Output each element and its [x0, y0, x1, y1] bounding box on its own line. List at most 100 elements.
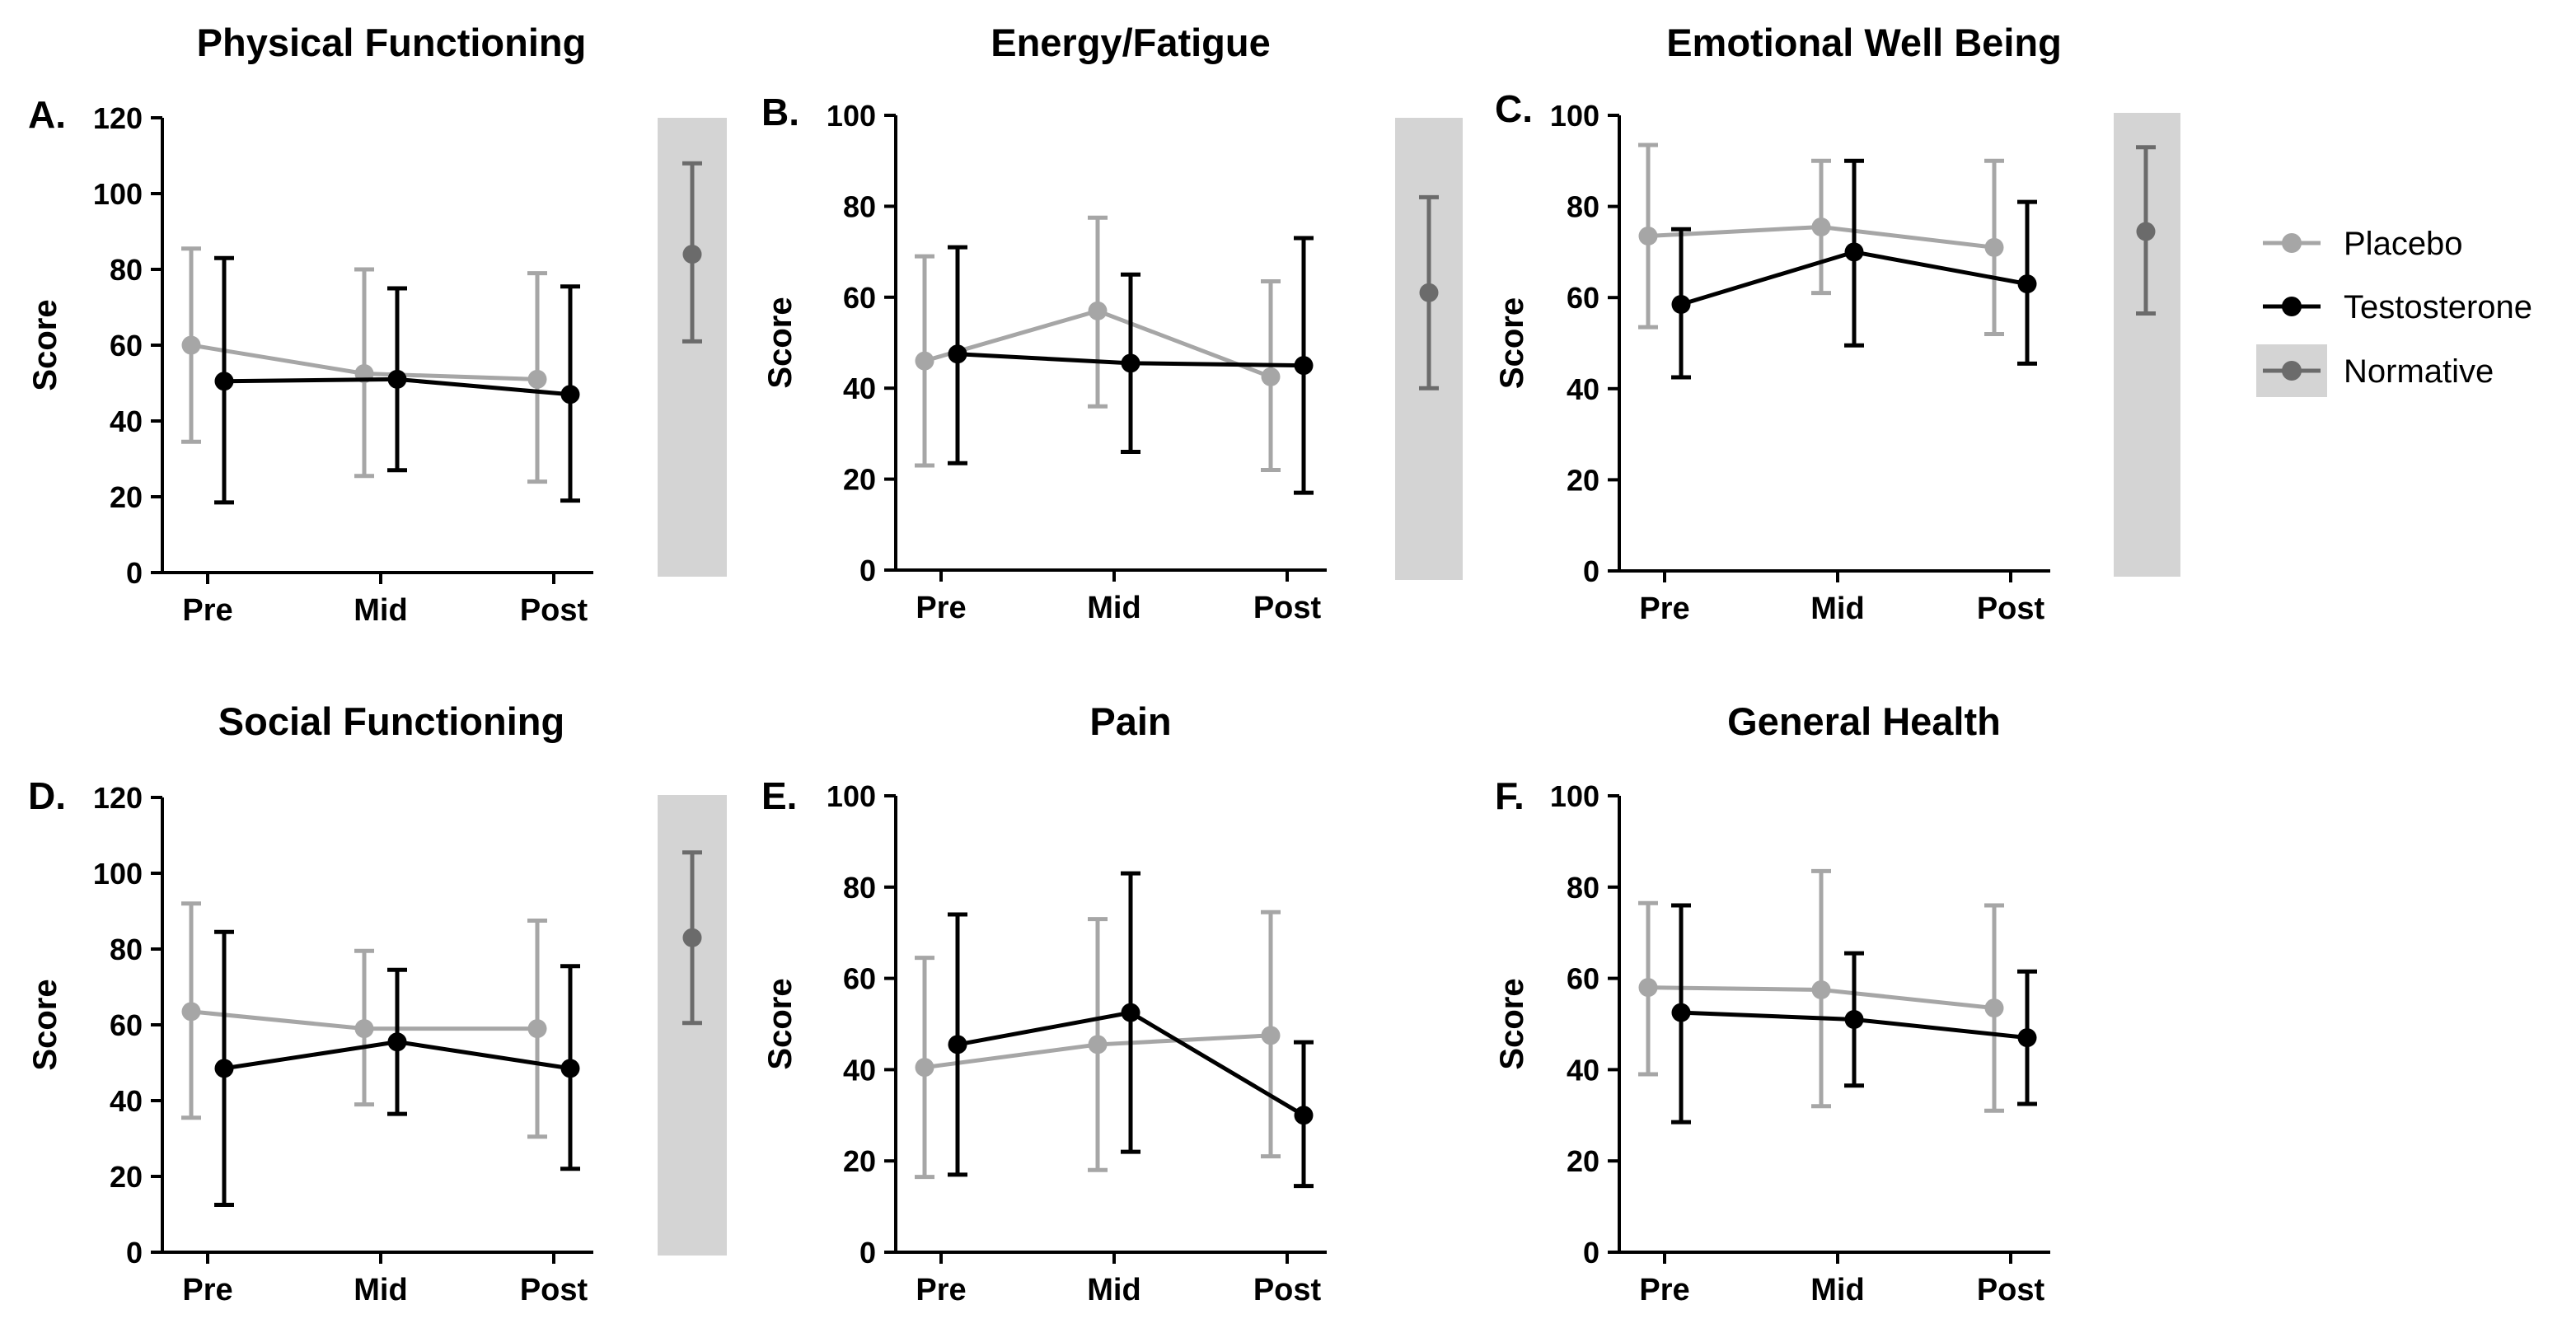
panel-b-placebo-point	[915, 351, 934, 371]
panel-b-placebo-point	[1261, 367, 1281, 386]
panel-a-ytick-label: 100	[93, 177, 143, 211]
panel-e-testosterone-point	[948, 1035, 967, 1054]
panel-b-testosterone-point	[948, 344, 967, 364]
panel-b-testosterone-point	[1294, 356, 1314, 376]
panel-a-testosterone-point	[214, 372, 234, 391]
panel-a-ytick-label: 60	[110, 329, 143, 362]
panel-a-testosterone-point	[560, 385, 580, 404]
panel-a-label: A.	[28, 93, 66, 136]
panel-f-ytick-label: 0	[1583, 1236, 1599, 1270]
panel-c-normative-point	[2136, 222, 2156, 241]
panel-b-testosterone-point	[1121, 353, 1140, 373]
legend-normative-label: Normative	[2344, 353, 2494, 390]
panel-e-placebo-point	[1088, 1035, 1108, 1054]
legend: Placebo Testosterone Normative	[2256, 226, 2532, 397]
panel-d-testosterone-point	[387, 1032, 407, 1052]
legend-testosterone-label: Testosterone	[2344, 289, 2532, 325]
panel-d-ytick-label: 60	[110, 1008, 143, 1042]
panel-e-xtick-label: Post	[1253, 1273, 1322, 1307]
panel-c-testosterone-point	[1671, 294, 1691, 314]
panel-c-series-testosterone	[1671, 158, 2037, 380]
panel-d-placebo-point	[181, 1002, 201, 1022]
panel-d: Social Functioning D. Score 0 20 40 60 80 100 120…	[27, 699, 727, 1307]
panel-f-placebo-point	[1638, 978, 1658, 998]
panel-c-xtick-label: Pre	[1639, 592, 1689, 626]
panel-e-title: Pain	[1089, 699, 1171, 743]
panel-e-ytick-label: 40	[843, 1053, 876, 1087]
panel-c-placebo-point	[1984, 237, 2004, 257]
panel-d-testosterone-point	[214, 1059, 234, 1078]
panel-b-label: B.	[761, 91, 799, 133]
panel-e-testosterone-point	[1121, 1003, 1140, 1022]
panel-f-testosterone-point	[2017, 1028, 2037, 1048]
panel-a-xtick-label: Post	[520, 593, 588, 628]
panel-d-title: Social Functioning	[218, 699, 564, 743]
panel-d-ytick-label: 40	[110, 1084, 143, 1118]
legend-placebo-label: Placebo	[2344, 226, 2463, 262]
panel-c-testosterone-point	[1844, 242, 1864, 262]
panel-f-testosterone-point	[1844, 1009, 1864, 1029]
panel-b-ytick-label: 80	[843, 189, 876, 223]
panel-f-xtick-label: Mid	[1810, 1273, 1864, 1307]
panel-e-series-placebo	[915, 909, 1281, 1180]
panel-d-ytick-label: 100	[93, 857, 143, 891]
panel-a-series-testosterone	[214, 255, 580, 505]
panel-b-series-placebo	[915, 215, 1281, 473]
panel-e-placebo-point	[1261, 1026, 1281, 1045]
panel-c-normative	[2136, 145, 2156, 316]
panel-d-xtick-label: Post	[520, 1273, 588, 1307]
panel-e-ytick-label: 0	[859, 1236, 876, 1270]
panel-c-ytick-label: 40	[1567, 372, 1599, 406]
panel-d-xtick-label: Pre	[182, 1273, 232, 1307]
panel-d-xtick-label: Mid	[354, 1273, 407, 1307]
panel-e-label: E.	[761, 774, 797, 817]
panel-b-normative-point	[1419, 283, 1439, 302]
panel-c-ytick-label: 0	[1583, 554, 1599, 588]
panel-b-ytick-label: 20	[843, 463, 876, 497]
panel-b: Energy/Fatigue B. Score 0 20 40 60 80 100 Pre Mid P…	[761, 21, 1463, 625]
panel-f-ylabel: Score	[1494, 978, 1530, 1069]
panel-d-ytick-label: 0	[126, 1236, 143, 1270]
panel-e-ytick-label: 20	[843, 1144, 876, 1178]
panel-d-testosterone-point	[560, 1059, 580, 1078]
panel-a-ylabel: Score	[27, 299, 63, 390]
panel-b-series-testosterone	[948, 236, 1314, 495]
panel-c-placebo-point	[1811, 217, 1831, 236]
panel-c-ytick-label: 20	[1567, 463, 1599, 497]
panel-b-ytick-label: 60	[843, 281, 876, 315]
panel-d-placebo-point	[527, 1019, 547, 1039]
panel-a-placebo-point	[527, 369, 547, 389]
panel-b-ytick-label: 0	[859, 554, 876, 587]
panel-b-xtick-label: Pre	[916, 591, 966, 625]
panel-d-ytick-label: 80	[110, 933, 143, 966]
panel-e-ytick-label: 80	[843, 871, 876, 905]
panel-e-series-testosterone	[948, 871, 1314, 1189]
panel-e-ytick-label: 100	[827, 779, 876, 813]
panel-e-placebo-point	[915, 1058, 934, 1078]
panel-f-xtick-label: Post	[1977, 1273, 2045, 1307]
panel-b-normative	[1419, 194, 1439, 390]
panel-c-placebo-point	[1638, 227, 1658, 246]
panel-f-series-placebo	[1638, 868, 2004, 1113]
legend-normative-marker	[2282, 361, 2302, 381]
panel-d-ylabel: Score	[27, 979, 63, 1070]
panel-a-xtick-label: Mid	[354, 593, 407, 628]
panel-a-ytick-label: 40	[110, 404, 143, 438]
panel-b-ytick-label: 40	[843, 372, 876, 405]
panel-f-placebo-point	[1811, 980, 1831, 999]
panel-e-ylabel: Score	[762, 978, 799, 1069]
panel-b-placebo-point	[1088, 301, 1108, 320]
panel-a-title: Physical Functioning	[197, 21, 587, 64]
panel-c-ytick-label: 60	[1567, 281, 1599, 315]
panel-d-series-testosterone	[214, 929, 580, 1207]
panel-a-ytick-label: 80	[110, 253, 143, 287]
panel-d-normative-point	[682, 928, 702, 947]
panel-f: General Health F. Score 0 20 40 60 80 100 Pre Mid P…	[1494, 699, 2050, 1307]
legend-placebo-marker	[2282, 233, 2302, 253]
panel-f-ytick-label: 20	[1567, 1144, 1599, 1178]
panel-a-xtick-label: Pre	[182, 593, 232, 628]
panel-e-xtick-label: Mid	[1087, 1273, 1140, 1307]
panel-e-xtick-label: Pre	[916, 1273, 966, 1307]
panel-f-ytick-label: 100	[1550, 779, 1599, 813]
